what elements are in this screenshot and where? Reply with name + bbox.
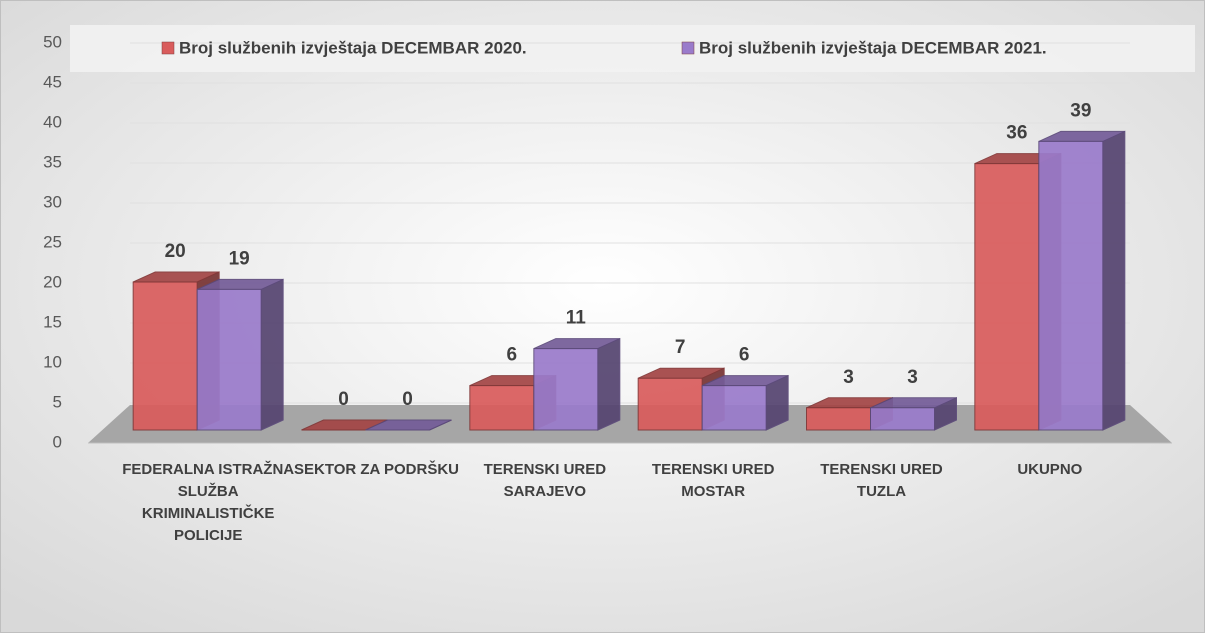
bar-face [469, 385, 535, 431]
y-tick-label: 5 [53, 392, 62, 411]
y-tick-label: 15 [43, 312, 62, 331]
bar-face [806, 407, 871, 431]
legend-label: Broj službenih izvještaja DECEMBAR 2021. [699, 38, 1047, 57]
y-tick-label: 30 [43, 192, 62, 211]
bar-face [1038, 140, 1104, 431]
x-tick-label: TERENSKI URED TUZLA [820, 461, 943, 500]
legend-label: Broj službenih izvještaja DECEMBAR 2020. [179, 38, 527, 57]
data-label: 7 [675, 337, 686, 358]
bar-face [701, 385, 767, 431]
x-tick-label: TERENSKI URED MOSTAR [652, 461, 775, 500]
data-label: 3 [843, 367, 854, 388]
bar [196, 278, 284, 431]
bar-face [597, 337, 621, 431]
data-label: 19 [229, 248, 250, 269]
x-tick-label: TERENSKI URED SARAJEVO [484, 461, 607, 500]
y-tick-label: 0 [53, 432, 62, 451]
y-tick-label: 50 [43, 32, 62, 51]
bar-face [196, 288, 262, 431]
bar-face [533, 348, 599, 431]
bar-face [260, 278, 284, 431]
data-label: 0 [402, 389, 413, 410]
x-tick-label: UKUPNO [1017, 461, 1082, 478]
legend-box [70, 25, 1195, 72]
y-tick-label: 40 [43, 112, 62, 131]
bar [533, 337, 621, 431]
legend-swatch [681, 41, 695, 55]
bar [1038, 130, 1126, 431]
bar [701, 374, 789, 431]
data-label: 6 [739, 345, 750, 366]
x-tick-label: SEKTOR ZA PODRŠKU [294, 460, 459, 478]
bar-face [974, 163, 1040, 431]
y-tick-label: 20 [43, 272, 62, 291]
bar-face [132, 281, 198, 431]
data-label: 11 [566, 308, 587, 329]
bar-face [1102, 130, 1126, 431]
data-label: 20 [165, 241, 186, 262]
data-label: 39 [1070, 100, 1091, 121]
data-label: 3 [907, 367, 918, 388]
bar [365, 419, 452, 431]
y-tick-label: 35 [43, 152, 62, 171]
y-tick-label: 10 [43, 352, 62, 371]
data-label: 36 [1006, 123, 1027, 144]
bar-face [637, 377, 703, 431]
legend-swatch [161, 41, 175, 55]
y-tick-label: 25 [43, 232, 62, 251]
bar [870, 397, 957, 431]
data-label: 6 [507, 345, 518, 366]
x-tick-label: FEDERALNA ISTRAŽNA SLUŽBA KRIMINALISTIČKE P… [122, 460, 294, 544]
bar-face [870, 407, 935, 431]
y-tick-label: 45 [43, 72, 62, 91]
data-label: 0 [338, 389, 349, 410]
